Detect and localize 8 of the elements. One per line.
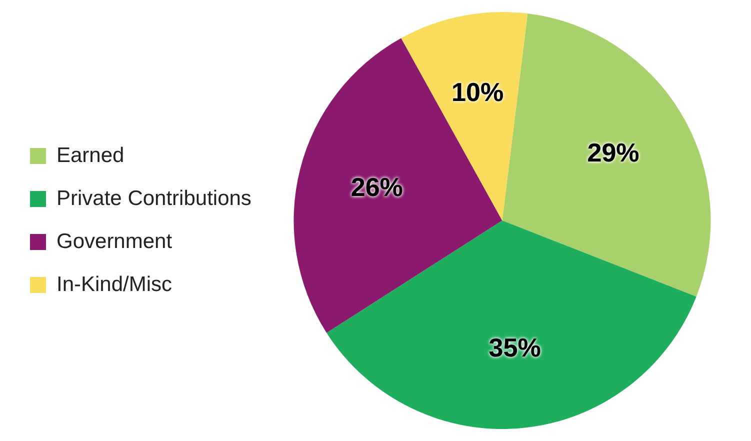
data-label: 29% [587,137,640,168]
data-label: 10% [452,76,504,107]
legend-label: In-Kind/Misc [56,272,172,296]
legend-label: Private Contributions [56,186,252,210]
legend-label: Government [56,230,172,253]
legend-label: Earned [56,144,124,167]
data-label: 35% [488,332,541,362]
data-label: 26% [350,172,403,202]
